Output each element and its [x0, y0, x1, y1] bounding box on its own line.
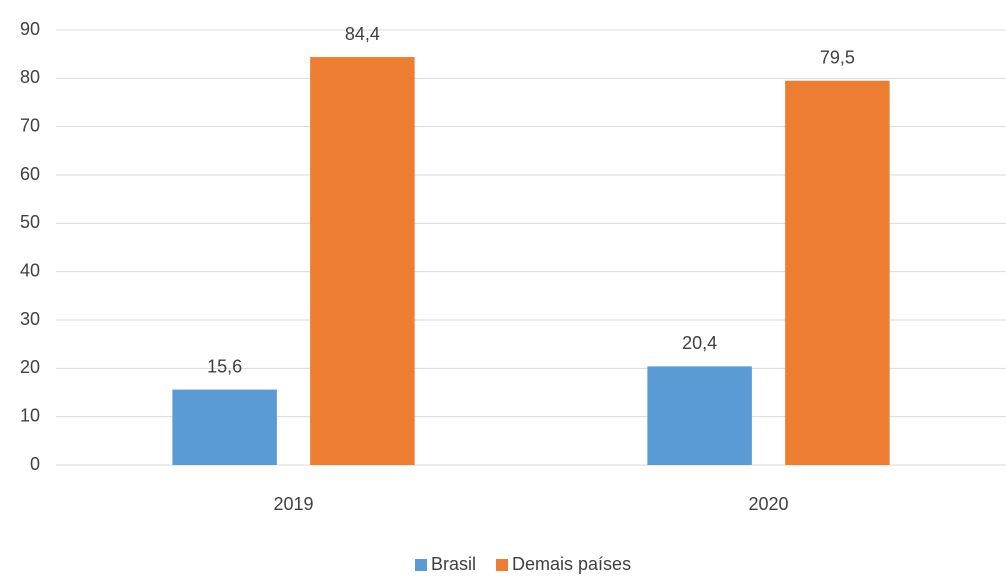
y-tick-label: 30 — [20, 309, 40, 329]
legend-label: Brasil — [431, 554, 476, 574]
y-tick-label: 40 — [20, 260, 40, 280]
y-tick-label: 20 — [20, 357, 40, 377]
y-tick-label: 80 — [20, 67, 40, 87]
value-label: 20,4 — [682, 333, 717, 353]
y-tick-label: 10 — [20, 405, 40, 425]
y-tick-label: 60 — [20, 164, 40, 184]
bar — [172, 389, 277, 465]
value-label: 79,5 — [820, 48, 855, 68]
value-label: 15,6 — [207, 356, 242, 376]
legend-swatch — [496, 559, 509, 571]
y-tick-label: 0 — [30, 454, 40, 474]
y-tick-label: 90 — [20, 19, 40, 39]
legend-swatch — [415, 559, 427, 571]
y-tick-label: 70 — [20, 115, 40, 135]
x-tick-label: 2020 — [748, 494, 788, 514]
bar — [310, 57, 415, 466]
bar — [647, 366, 752, 465]
bar — [785, 80, 890, 465]
legend-label: Demais países — [512, 554, 631, 574]
value-label: 84,4 — [345, 24, 380, 44]
x-tick-label: 2019 — [273, 494, 313, 514]
y-tick-label: 50 — [20, 212, 40, 232]
